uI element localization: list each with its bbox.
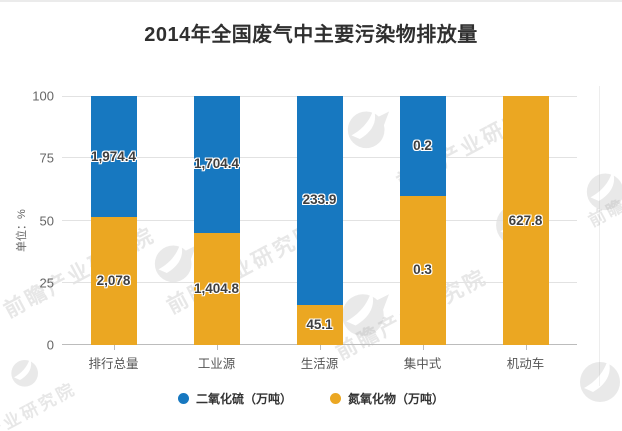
x-category-label: 工业源 bbox=[197, 357, 236, 371]
bar-segment bbox=[90, 96, 137, 218]
x-category-label: 生活源 bbox=[300, 357, 339, 371]
bar-value-label: 1,704.4 bbox=[193, 156, 240, 172]
legend-label: 二氧化硫（万吨） bbox=[195, 392, 292, 406]
bar-segment bbox=[399, 96, 446, 196]
chart-right-border bbox=[599, 86, 600, 386]
bar-value-label: 627.8 bbox=[508, 212, 543, 228]
bar-segment bbox=[193, 96, 240, 233]
bar-segment bbox=[296, 96, 343, 305]
y-tick-label: 50 bbox=[39, 213, 54, 228]
bar-segment bbox=[90, 217, 137, 345]
x-axis-tick bbox=[525, 345, 527, 350]
x-axis-tick bbox=[113, 345, 115, 350]
y-tick-label: 25 bbox=[39, 275, 54, 291]
bar-segment bbox=[399, 195, 446, 345]
y-axis-labels: 0 25 50 75 100 bbox=[0, 89, 54, 353]
bar-value-label: 45.1 bbox=[306, 316, 333, 332]
legend-item[interactable]: 氮氧化物（万吨） bbox=[330, 390, 444, 407]
bar-segment bbox=[296, 304, 343, 345]
y-tick-label: 0 bbox=[46, 337, 54, 353]
legend-marker-icon bbox=[177, 393, 189, 404]
bar-value-label: 1,404.8 bbox=[193, 280, 240, 296]
legend-item[interactable]: 二氧化硫（万吨） bbox=[177, 390, 292, 407]
watermark-logo-icon bbox=[11, 358, 39, 387]
x-axis-tick bbox=[216, 345, 218, 350]
bar-segment bbox=[502, 96, 549, 345]
watermark-corner-text: 前瞻 bbox=[585, 195, 622, 231]
bar-value-label: 1,974.4 bbox=[90, 148, 137, 164]
watermark-logo-icon bbox=[586, 170, 622, 211]
y-tick-label: 75 bbox=[39, 150, 54, 166]
bar-value-label: 2,078 bbox=[96, 273, 131, 289]
bar-value-label: 233.9 bbox=[302, 192, 337, 208]
top-border-line bbox=[0, 0, 622, 2]
x-category-label: 排行总量 bbox=[88, 357, 139, 371]
chart-title: 2014年全国废气中主要污染物排放量 bbox=[144, 24, 478, 46]
legend-marker-icon bbox=[330, 393, 341, 404]
x-axis-tick bbox=[319, 345, 321, 350]
x-category-label: 机动车 bbox=[506, 357, 545, 371]
bar-value-label: 0.2 bbox=[413, 137, 432, 153]
x-axis-tick bbox=[422, 345, 424, 350]
legend-label: 氮氧化物（万吨） bbox=[348, 392, 445, 406]
plot-area: 2,078 1,974.4 1,404.8 1,704.4 45.1 233.9 0.3 0.… bbox=[62, 96, 577, 350]
x-category-label: 集中式 bbox=[403, 357, 442, 371]
x-axis-labels: 排行总量 工业源 生活源 集中式 机动车 bbox=[62, 353, 577, 371]
legend: 二氧化硫（万吨） 氮氧化物（万吨） bbox=[0, 390, 622, 407]
bar-segment bbox=[193, 232, 240, 345]
bar-value-label: 0.3 bbox=[413, 262, 432, 278]
y-tick-label: 100 bbox=[32, 88, 54, 104]
